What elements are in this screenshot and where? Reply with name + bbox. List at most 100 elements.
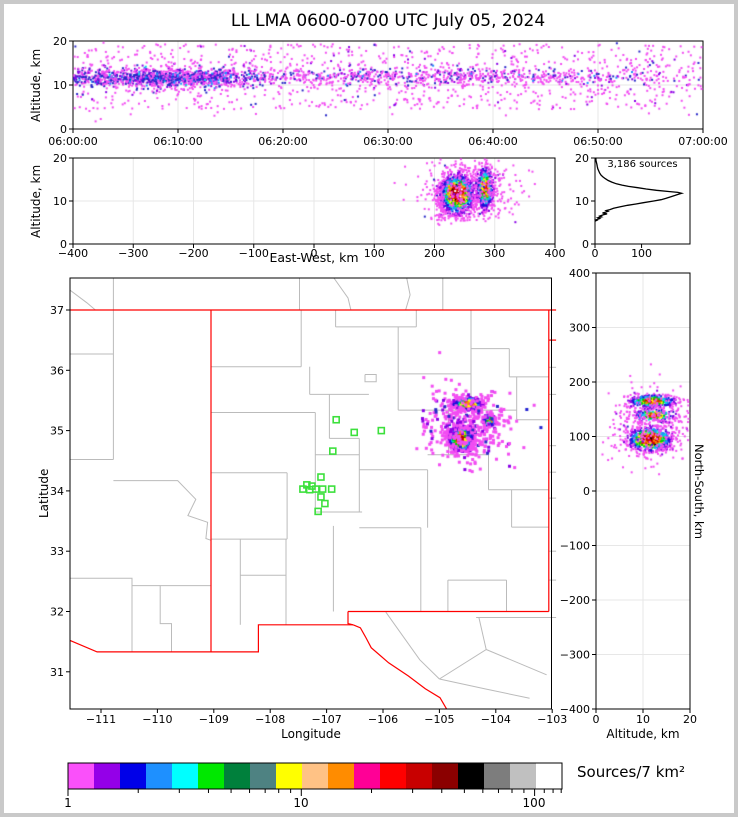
- tick-label: 400: [569, 267, 590, 280]
- tick-label: −110: [142, 713, 172, 726]
- tick-label: 33: [50, 545, 64, 558]
- colorbar-tick-100: 100: [522, 796, 546, 810]
- tick-label: −104: [481, 713, 511, 726]
- lma-station-marker: [329, 447, 337, 455]
- colorbar-segment: [406, 763, 433, 789]
- colorbar-tick-10: 10: [293, 796, 309, 810]
- tick-label: 0: [311, 247, 318, 260]
- colorbar-segment: [146, 763, 173, 789]
- colorbar-tick-1: 1: [64, 796, 72, 810]
- colorbar-segment: [250, 763, 277, 789]
- colorbar-segment: [328, 763, 355, 789]
- lma-station-marker: [377, 426, 386, 435]
- colorbar-segment: [484, 763, 511, 789]
- tick-label: −106: [368, 713, 398, 726]
- tick-label: 100: [569, 431, 590, 444]
- colorbar-segment: [458, 763, 485, 789]
- tick-label: 0: [60, 123, 67, 136]
- tick-label: 31: [50, 666, 64, 679]
- tick-label: 20: [683, 713, 697, 726]
- tick-label: 300: [569, 322, 590, 335]
- colorbar-segment: [354, 763, 381, 789]
- tick-label: 0: [60, 238, 67, 251]
- tick-label: 36: [50, 364, 64, 377]
- tick-label: 06:10:00: [153, 135, 202, 148]
- county-boundary: [69, 289, 96, 311]
- county-boundary: [70, 577, 133, 652]
- lma-station-marker: [314, 507, 322, 516]
- tick-label: 300: [484, 247, 505, 260]
- tick-label: 06:30:00: [363, 135, 412, 148]
- tick-label: 100: [364, 247, 385, 260]
- panel-frame: [594, 157, 691, 245]
- colorbar-segment: [94, 763, 121, 789]
- tick-label: 06:40:00: [468, 135, 517, 148]
- colorbar-segment: [224, 763, 251, 789]
- tick-label: 37: [50, 304, 64, 317]
- tick-label: 0: [583, 485, 590, 498]
- lma-station-marker: [317, 493, 325, 501]
- tick-label: −400: [560, 703, 590, 716]
- tick-label: 06:20:00: [258, 135, 307, 148]
- tick-label: 0: [582, 238, 589, 251]
- tick-label: 100: [631, 247, 652, 260]
- tick-label: −300: [560, 649, 590, 662]
- colorbar-segment: [120, 763, 147, 789]
- county-boundary: [405, 277, 411, 311]
- tick-label: 10: [53, 79, 67, 92]
- tick-label: 10: [575, 195, 589, 208]
- tick-label: −111: [86, 713, 116, 726]
- state-boundary: [352, 624, 448, 710]
- tick-label: −100: [239, 247, 269, 260]
- tick-label: 200: [424, 247, 445, 260]
- tick-label: 400: [545, 247, 566, 260]
- lma-station-marker: [327, 485, 336, 493]
- county-boundary: [113, 480, 212, 541]
- county-boundary: [385, 611, 440, 680]
- county-boundary: [333, 277, 352, 311]
- colorbar-segment: [198, 763, 225, 789]
- tick-label: 10: [636, 713, 650, 726]
- tick-label: 0: [592, 247, 599, 260]
- lma-station-marker: [321, 499, 329, 508]
- altitude-histogram-curve: [594, 158, 685, 222]
- tick-label: 200: [569, 376, 590, 389]
- colorbar-segment: [432, 763, 459, 789]
- county-boundary: [486, 649, 547, 676]
- tick-label: 20: [575, 152, 589, 165]
- lma-station-marker: [332, 415, 340, 424]
- tick-label: −107: [311, 713, 341, 726]
- tick-label: 34: [50, 485, 64, 498]
- colorbar-segment: [68, 763, 95, 789]
- tick-label: 06:50:00: [573, 135, 622, 148]
- tick-label: 32: [50, 606, 64, 619]
- colorbar-segment: [276, 763, 303, 789]
- tick-label: −105: [424, 713, 454, 726]
- tick-label: 35: [50, 425, 64, 438]
- county-boundary: [364, 374, 377, 383]
- tick-label: −108: [255, 713, 285, 726]
- tick-label: 0: [593, 713, 600, 726]
- lma-station-marker: [317, 473, 325, 481]
- panel-frame: [69, 277, 552, 710]
- colorbar-segment: [536, 763, 563, 789]
- tick-label: −109: [199, 713, 229, 726]
- lma-station-marker: [299, 485, 307, 493]
- tick-label: 06:00:00: [48, 135, 97, 148]
- tick-label: 10: [53, 195, 67, 208]
- tick-label: 20: [53, 35, 67, 48]
- tick-label: −300: [118, 247, 148, 260]
- lma-station-marker: [350, 428, 359, 437]
- state-boundary: [347, 611, 354, 626]
- tick-label: −200: [178, 247, 208, 260]
- county-boundary: [439, 617, 487, 680]
- colorbar-segment: [510, 763, 537, 789]
- colorbar-segment: [172, 763, 199, 789]
- lma-station-marker: [318, 485, 327, 493]
- tick-label: −100: [560, 540, 590, 553]
- colorbar-segment: [380, 763, 407, 789]
- tick-label: −200: [560, 594, 590, 607]
- county-boundary: [159, 585, 172, 652]
